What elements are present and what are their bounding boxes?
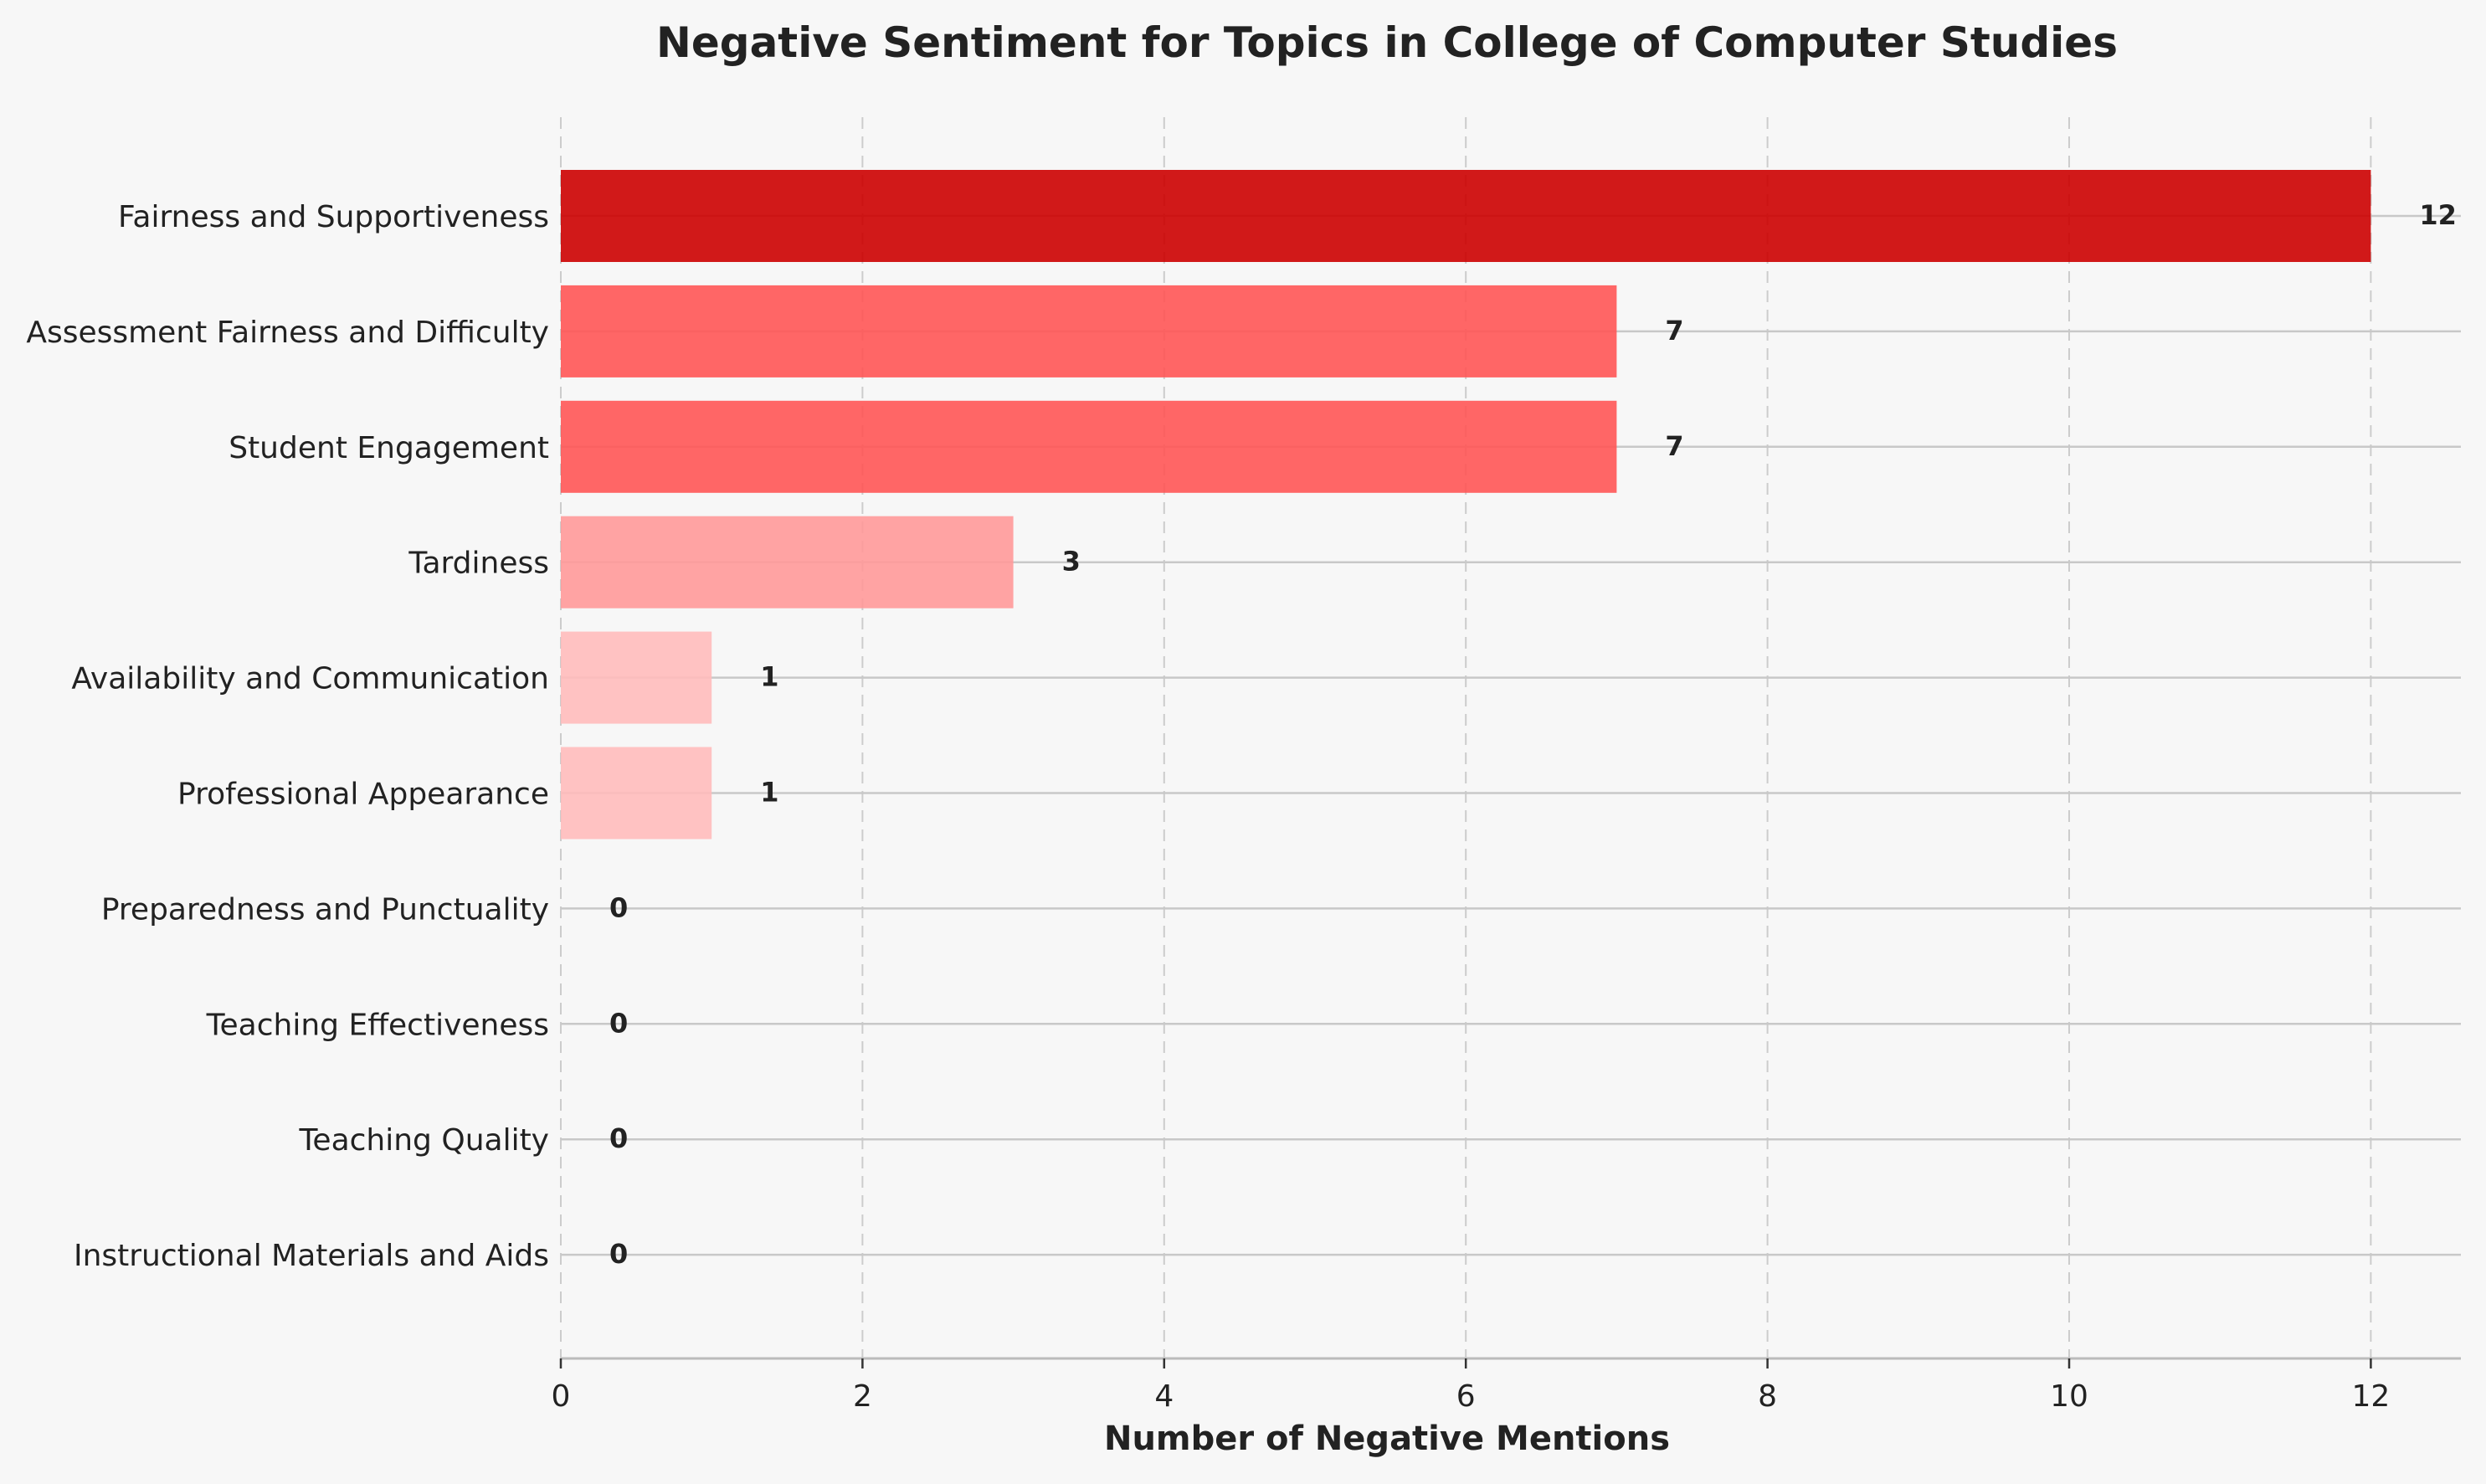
category-label: Professional Appearance xyxy=(177,778,549,812)
data-label: 0 xyxy=(609,1007,628,1039)
data-label: 7 xyxy=(1665,430,1683,462)
category-label: Preparedness and Punctuality xyxy=(101,892,549,927)
category-label: Fairness and Supportiveness xyxy=(118,200,549,234)
data-label: 0 xyxy=(609,1122,628,1154)
data-label: 1 xyxy=(760,661,778,693)
data-label: 12 xyxy=(2419,199,2457,231)
bar xyxy=(561,170,2371,262)
data-labels: 12 7 7 3 1 1 0 0 0 0 xyxy=(609,199,2457,1270)
x-tick-label: 4 xyxy=(1154,1379,1174,1414)
data-label: 7 xyxy=(1665,315,1683,347)
x-tick-label: 8 xyxy=(1758,1379,1777,1414)
category-label: Assessment Fairness and Difficulty xyxy=(26,316,549,350)
category-label: Student Engagement xyxy=(229,431,549,465)
data-label: 1 xyxy=(760,777,778,809)
data-label: 0 xyxy=(609,891,628,923)
grid-layer xyxy=(560,117,2372,1358)
x-tick-label: 0 xyxy=(552,1379,571,1414)
x-tick-label: 6 xyxy=(1456,1379,1476,1414)
bar xyxy=(561,285,1617,377)
bars xyxy=(561,170,2371,840)
x-tick-label: 12 xyxy=(2351,1379,2390,1414)
x-axis-label: Number of Negative Mentions xyxy=(1104,1420,1670,1458)
bar xyxy=(561,747,712,840)
chart-title: Negative Sentiment for Topics in College… xyxy=(656,18,2118,67)
category-label: Instructional Materials and Aids xyxy=(74,1239,549,1273)
category-labels: Fairness and Supportiveness Assessment Fa… xyxy=(26,200,549,1273)
data-label: 3 xyxy=(1062,546,1081,578)
bar xyxy=(561,400,1617,493)
x-tick-label: 2 xyxy=(853,1379,872,1414)
category-label: Teaching Effectiveness xyxy=(206,1008,549,1042)
data-label: 0 xyxy=(609,1238,628,1270)
category-label: Tardiness xyxy=(408,547,549,581)
category-label: Availability and Communication xyxy=(71,662,549,696)
x-axis: 0 2 4 6 8 10 12 xyxy=(552,1357,2461,1414)
bar xyxy=(561,631,712,724)
x-tick-label: 10 xyxy=(2050,1379,2088,1414)
bar xyxy=(561,516,1014,608)
category-label: Teaching Quality xyxy=(299,1123,549,1158)
